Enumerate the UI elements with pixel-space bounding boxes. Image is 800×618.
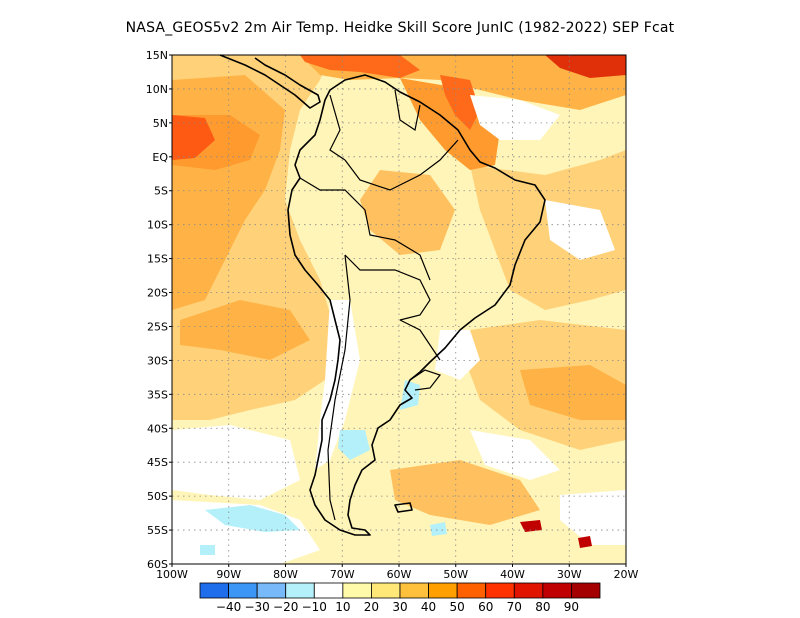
south-america-coast [287, 74, 546, 536]
field-white-sa-south [470, 430, 560, 480]
field-blue-4 [200, 545, 215, 555]
field-blue-5 [430, 522, 447, 536]
border-7 [409, 369, 441, 391]
colorbar-swatch [571, 582, 601, 599]
lon-tick-label: 30W [557, 568, 582, 581]
lon-tick-label: 60W [387, 568, 412, 581]
colorbar-label: 40 [421, 600, 436, 614]
field-ne-red [545, 55, 626, 78]
lat-tick-label: 35S [147, 388, 168, 401]
lon-tick-label: 50W [443, 568, 468, 581]
lat-tick-label: 15S [147, 253, 168, 266]
colorbar-label: 20 [364, 600, 379, 614]
field-atlantic-orange [470, 150, 626, 310]
border-4 [344, 254, 431, 321]
colorbar-swatch [256, 582, 287, 599]
colorbar-swatch [285, 582, 315, 599]
border-8 [394, 89, 421, 131]
lat-tick-label: 50S [147, 490, 168, 503]
colorbar-swatch [456, 582, 487, 599]
colorbar-swatch [542, 582, 572, 599]
colorbar-label: −40 [216, 600, 241, 614]
field-sa-east-deep [520, 365, 626, 420]
field-blue-2 [338, 430, 370, 460]
lon-tick-label: 80W [273, 568, 298, 581]
lat-tick-label: 55S [147, 524, 168, 537]
colorbar-swatch [513, 582, 544, 599]
lat-tick-label: 60S [147, 558, 168, 571]
colorbar [199, 582, 601, 599]
field-white-north [470, 95, 560, 140]
lon-tick-label: 40W [500, 568, 525, 581]
field-darkred-1 [520, 520, 542, 532]
lat-tick-label: EQ [152, 151, 168, 164]
lat-tick-label: 25S [147, 320, 168, 333]
lon-tick-labels: 100W 90W 80W 70W 60W 50W 40W 30W 20W [156, 564, 639, 581]
colorbar-swatch [485, 582, 515, 599]
colorbar-label: 80 [535, 600, 550, 614]
lat-tick-label: 40S [147, 422, 168, 435]
colorbar-swatch [399, 582, 429, 599]
lat-tick-label: 10S [147, 219, 168, 232]
central-america-coast [219, 54, 321, 109]
colorbar-label: −10 [302, 600, 327, 614]
lon-tick-label: 100W [156, 568, 188, 581]
field-darkred-2 [578, 536, 592, 548]
border-1 [329, 94, 346, 161]
colorbar-labels: −40 −30 −20 −10 10 20 30 40 50 60 70 80 90 [216, 600, 579, 614]
field-white-patagonia-sea [172, 425, 300, 500]
border-2 [344, 139, 459, 191]
colorbar-label: 10 [335, 600, 350, 614]
border-5 [399, 319, 441, 361]
colorbar-swatch [428, 582, 458, 599]
colorbar-swatch [199, 582, 229, 599]
colorbar-label: 30 [392, 600, 407, 614]
lat-tick-label: 10N [146, 83, 168, 96]
lat-tick-label: 5S [154, 185, 168, 198]
colorbar-label: 90 [564, 600, 579, 614]
colorbar-label: −30 [244, 600, 269, 614]
border-3 [299, 177, 431, 281]
grid-lines [172, 55, 626, 564]
colorbar-label: 70 [507, 600, 522, 614]
field-south-mid [390, 460, 540, 525]
lat-tick-label: 5N [153, 117, 168, 130]
field-white-south-east [560, 490, 626, 545]
lat-tick-label: 45S [147, 456, 168, 469]
lat-tick-label: 20S [147, 287, 168, 300]
field-eq-red [172, 115, 215, 160]
field-white-atlantic [545, 200, 615, 260]
lat-tick-label: 30S [147, 354, 168, 367]
border-6 [327, 254, 351, 521]
country-borders [299, 89, 459, 521]
field-amazon-patch [360, 170, 455, 255]
lon-tick-label: 70W [330, 568, 355, 581]
lon-tick-label: 20W [614, 568, 639, 581]
colorbar-label: 60 [478, 600, 493, 614]
colorbar-label: 50 [450, 600, 465, 614]
lat-tick-labels: 15N 10N 5N EQ 5S 10S 15S 20S 25S 30S 35S 40S 45S 50S 5… [146, 49, 172, 571]
colorbar-swatch [228, 582, 258, 599]
colorbar-label: −20 [273, 600, 298, 614]
score-field [172, 55, 626, 564]
lon-tick-label: 90W [216, 568, 241, 581]
field-north-red [300, 55, 420, 78]
map-title: NASA_GEOS5v2 2m Air Temp. Heidke Skill S… [125, 20, 675, 36]
colorbar-swatch [371, 582, 401, 599]
field-white-east [435, 330, 480, 380]
coastlines [219, 54, 546, 536]
colorbar-swatch [342, 582, 372, 599]
falklands [394, 502, 413, 513]
field-pacific-deep2 [180, 300, 310, 360]
lat-tick-label: 15N [146, 49, 168, 62]
colorbar-swatch [313, 582, 344, 599]
